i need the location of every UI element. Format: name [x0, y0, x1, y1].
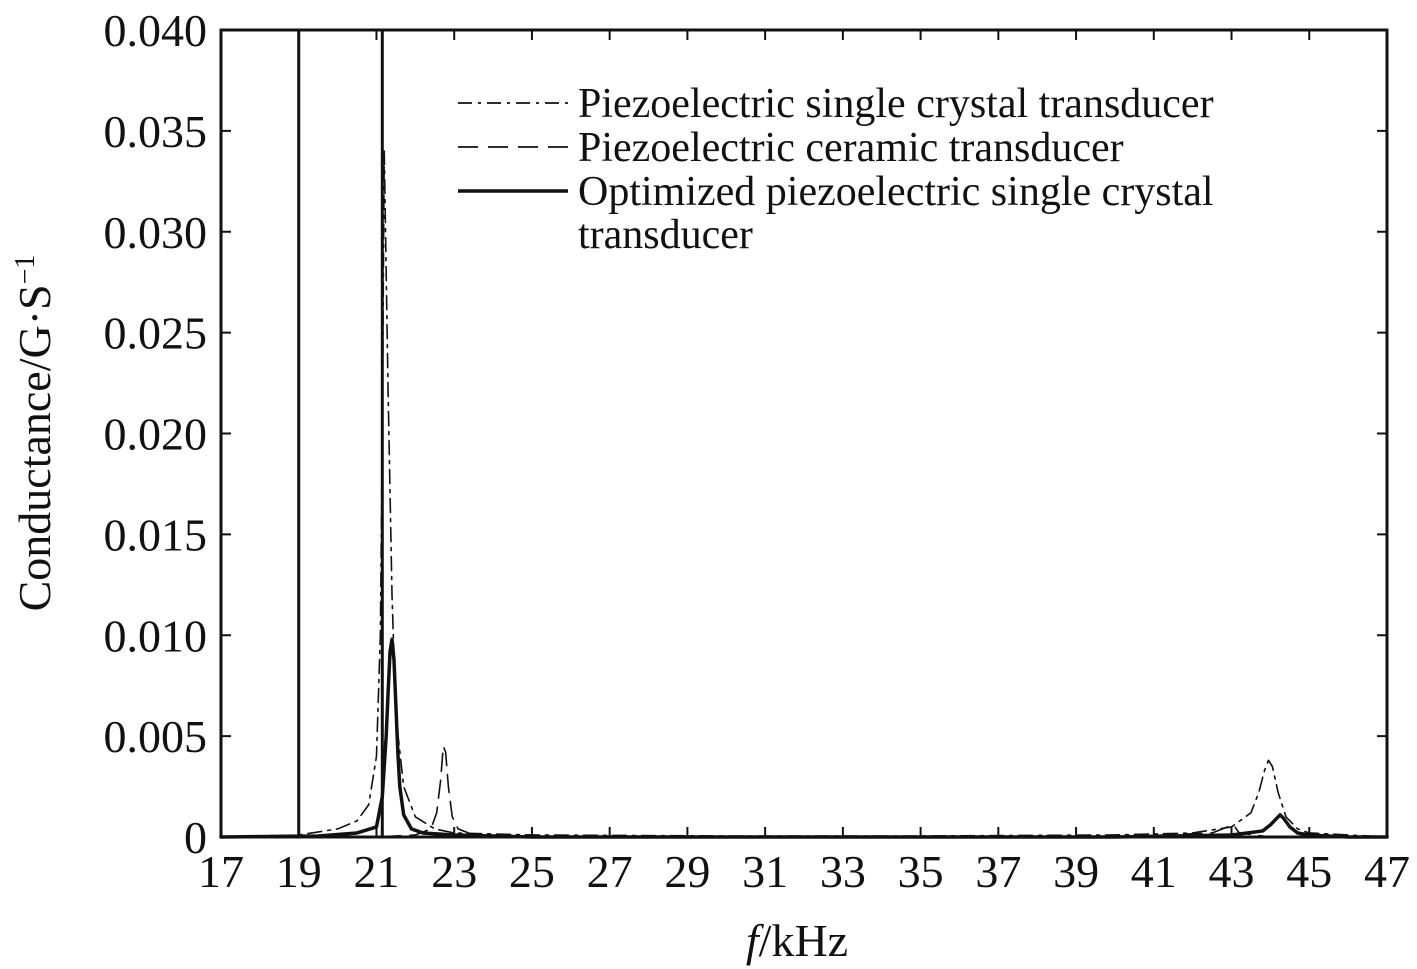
- x-tick-label: 25: [509, 846, 555, 897]
- x-tick-label: 33: [820, 846, 866, 897]
- x-tick-label: 21: [353, 846, 399, 897]
- y-tick-label: 0: [184, 812, 207, 863]
- y-axis-label: Conductance/G·S−1: [9, 255, 60, 612]
- y-tick-label: 0.020: [104, 409, 208, 460]
- x-tick-label: 47: [1364, 846, 1410, 897]
- y-tick-label: 0.010: [104, 610, 208, 661]
- legend-label-single-crystal: Piezoelectric single crystal transducer: [578, 81, 1214, 127]
- x-tick-label: 43: [1209, 846, 1255, 897]
- y-tick-label: 0.040: [104, 5, 208, 56]
- x-tick-label: 23: [431, 846, 477, 897]
- legend: Piezoelectric single crystal transducer …: [458, 81, 1214, 258]
- y-tick-label: 0.015: [104, 509, 208, 560]
- series-line-piezoelectric-single-crystal-transducer: [220, 150, 1388, 838]
- x-tick-label: 45: [1286, 846, 1332, 897]
- vertical-lines-layer: [297, 30, 384, 837]
- legend-label-ceramic: Piezoelectric ceramic transducer: [578, 125, 1124, 171]
- x-tick-label: 31: [742, 846, 788, 897]
- x-axis-label: f/kHz: [746, 915, 848, 966]
- x-tick-label: 41: [1131, 846, 1177, 897]
- x-tick-label: 19: [276, 846, 322, 897]
- x-tick-label: 17: [198, 846, 244, 897]
- x-tick-label: 37: [975, 846, 1021, 897]
- x-tick-label: 35: [898, 846, 944, 897]
- series-layer: [219, 150, 1389, 839]
- legend-label-optimized-line1: Optimized piezoelectric single crystal: [578, 169, 1214, 215]
- y-tick-label: 0.030: [104, 207, 208, 258]
- y-tick-label: 0.005: [104, 711, 208, 762]
- y-tick-label: 0.025: [104, 308, 208, 359]
- series-line-optimized-piezoelectric-single-crystal-transducer: [219, 637, 1389, 839]
- x-tick-label: 39: [1053, 846, 1099, 897]
- plot-frame: [219, 28, 1389, 839]
- x-tick-label: 27: [587, 846, 633, 897]
- legend-label-optimized-line2: transducer: [578, 212, 753, 258]
- y-tick-label: 0.035: [104, 106, 208, 157]
- ticks-layer: 17 19 21 23 25 27 29 31 33 35 37 39 41 43 45 47 0 0.005 0.…: [104, 5, 1411, 897]
- x-tick-label: 29: [664, 846, 710, 897]
- series-line-piezoelectric-ceramic-transducer: [220, 745, 1388, 838]
